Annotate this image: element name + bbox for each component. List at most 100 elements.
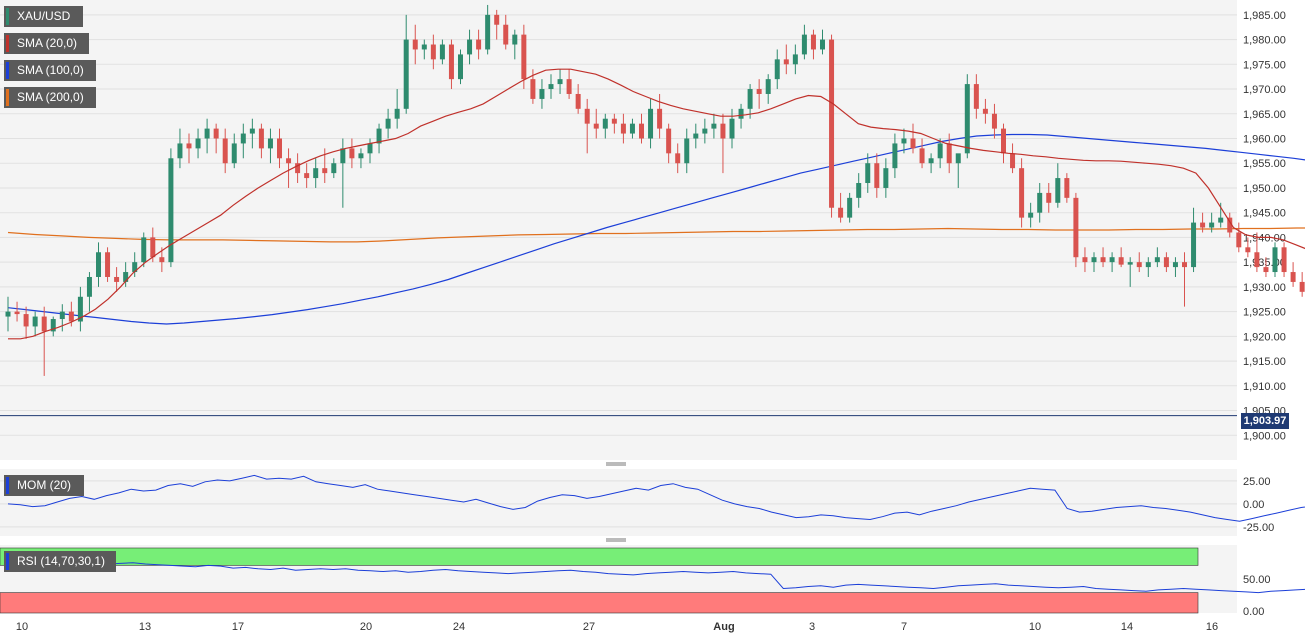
candle [1136,252,1142,273]
legend-rsi[interactable]: RSI (14,70,30,1) [4,551,116,572]
candle-body [41,316,47,332]
candle [177,128,183,169]
x-tick-label: 14 [1121,621,1133,633]
legend-momentum[interactable]: MOM (20) [4,475,84,496]
candle-body [928,158,934,164]
candle [1299,272,1305,297]
price-tick-label: 1,950.00 [1243,183,1286,195]
candle-body [313,168,319,179]
sma-200-layer [7,227,1305,243]
candle-body [258,128,264,149]
candle-body [566,79,572,94]
candle-body [856,183,862,198]
candle-body [657,108,663,129]
candle-body [186,143,192,149]
candle [1145,257,1151,277]
candle [376,123,382,154]
candle-body [991,113,997,129]
sma-100-label: SMA (100,0) [17,63,84,77]
candle [783,44,789,75]
momentum-line [7,474,1305,522]
candle-body [575,93,581,109]
candle [14,301,20,322]
candle-body [1091,257,1097,263]
candle-body [729,118,735,139]
candle-body [521,34,527,80]
sma-100-line [7,133,1305,325]
candle-body [23,314,29,327]
candle-body [448,44,454,80]
candle [684,128,690,174]
candle-body [629,123,635,134]
candle [494,9,500,40]
pane-splitter-2[interactable] [606,538,626,544]
price-tick-label: 1,955.00 [1243,158,1286,170]
sma-100-swatch [6,62,9,79]
candle [204,118,210,154]
legend-symbol[interactable]: XAU/USD [4,6,83,27]
x-axis: 10 13 17 20 24 27 Aug 3 7 10 14 16 [16,621,1218,633]
candle [593,108,599,139]
candle-body [792,54,798,65]
legend-sma-200[interactable]: SMA (200,0) [4,87,96,108]
candle-body [286,158,292,164]
candle [1245,237,1251,258]
sma-20-label: SMA (20,0) [17,36,78,50]
candle [1163,252,1169,273]
candle-body [865,163,871,184]
x-tick-label: 3 [809,621,815,633]
candle-body [177,143,183,159]
candle [385,108,391,139]
candle [1028,202,1034,228]
candle-body [231,143,237,164]
candle [159,247,165,273]
candle-body [747,89,753,109]
candle-body [1064,178,1070,198]
candle-body [213,128,219,139]
candle [955,153,961,188]
candle [222,128,228,174]
candle-body [267,138,273,149]
candle [1172,257,1178,277]
candle-body [901,138,907,144]
candle [756,79,762,109]
legend-sma-100[interactable]: SMA (100,0) [4,60,96,81]
sma-20-layer [8,68,1305,340]
price-tick-label: 1,900.00 [1243,430,1286,442]
candle-body [403,39,409,109]
sma-200-swatch [6,89,9,106]
candle-body [195,138,201,149]
candle-body [331,163,337,174]
candle-body [874,163,880,188]
momentum-tick-label: 0.00 [1243,499,1264,511]
candle [512,29,518,60]
candle [1191,207,1197,273]
candle-body [1037,192,1043,213]
candle [865,153,871,193]
candle [1010,143,1016,174]
candle [1019,158,1025,228]
candle [919,138,925,169]
candle [467,29,473,65]
candle [973,74,979,119]
candle-body [1163,257,1169,268]
candle-body [702,128,708,134]
candle [1127,257,1133,287]
candle [1055,163,1061,208]
sma-20-swatch [6,35,9,52]
legend-sma-20[interactable]: SMA (20,0) [4,33,89,54]
rsi-tick-label: 0.00 [1243,606,1264,618]
candle-body [503,24,509,45]
candle-body [494,14,500,25]
candle [883,158,889,198]
candle [566,69,572,99]
price-tick-label: 1,980.00 [1243,35,1286,47]
candle [412,24,418,65]
pane-splitter-1[interactable] [606,462,626,468]
candle [5,296,11,332]
x-tick-label: 27 [583,621,595,633]
candle-body [14,311,20,315]
candle-body [1145,262,1151,268]
candle [801,24,807,60]
candle-body [512,34,518,45]
